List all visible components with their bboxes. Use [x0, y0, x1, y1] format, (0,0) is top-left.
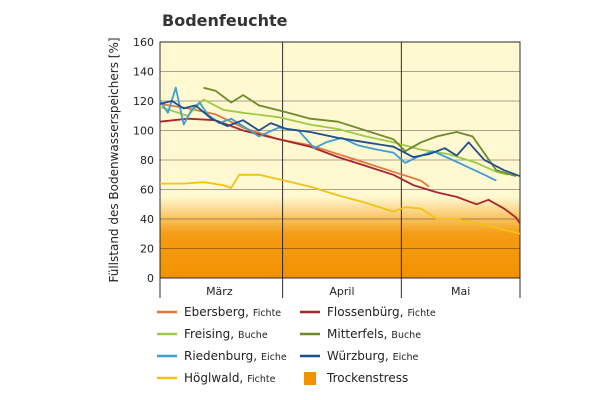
legend: Ebersberg, Fichte Flossenbürg, Fichte Freisi…: [157, 305, 436, 385]
y-tick-label: 20: [140, 243, 154, 256]
legend-entry-freising: Freising, Buche: [184, 327, 268, 341]
legend-entry-flossenbrg: Flossenbürg, Fichte: [327, 305, 436, 319]
series-line-flossenbrg: [159, 117, 521, 224]
y-tick-label: 60: [140, 184, 154, 197]
x-tick-label: April: [329, 285, 354, 298]
y-tick-label: 100: [133, 125, 154, 138]
x-tick-label: März: [206, 285, 233, 298]
legend-entry-riedenburg: Riedenburg, Eiche: [184, 349, 287, 363]
series-line-freising: [159, 98, 509, 176]
axes: 0 20 40 60 80 100 120 140 160 März April Mai: [133, 36, 470, 298]
y-tick-label: 140: [133, 66, 154, 79]
legend-entry-hglwald: Höglwald, Fichte: [184, 371, 276, 385]
series-line-mitterfels: [203, 86, 517, 178]
y-tick-label: 160: [133, 36, 154, 49]
legend-swatch-drought-stress: [304, 372, 316, 385]
y-tick-label: 0: [147, 272, 154, 285]
gridlines: [159, 41, 521, 298]
series-lines: [159, 86, 521, 235]
y-tick-label: 120: [133, 95, 154, 108]
legend-entry-wrzburg: Würzburg, Eiche: [327, 349, 419, 363]
series-line-riedenburg: [159, 86, 497, 182]
legend-entry-mitterfels: Mitterfels, Buche: [327, 327, 421, 341]
drought-stress-band: [160, 197, 520, 278]
legend-entry-ebersberg: Ebersberg, Fichte: [184, 305, 281, 319]
series-line-hglwald: [160, 173, 521, 235]
chart-title: Bodenfeuchte: [162, 11, 288, 30]
x-tick-label: Mai: [451, 285, 470, 298]
series-line-wrzburg: [159, 100, 521, 178]
y-tick-label: 40: [140, 213, 154, 226]
y-tick-label: 80: [140, 154, 154, 167]
y-axis-label: Füllstand des Bodenwasserspeichers [%]: [107, 37, 121, 282]
legend-entry-trockenstress: Trockenstress: [326, 371, 408, 385]
plot-frame: [159, 41, 521, 279]
